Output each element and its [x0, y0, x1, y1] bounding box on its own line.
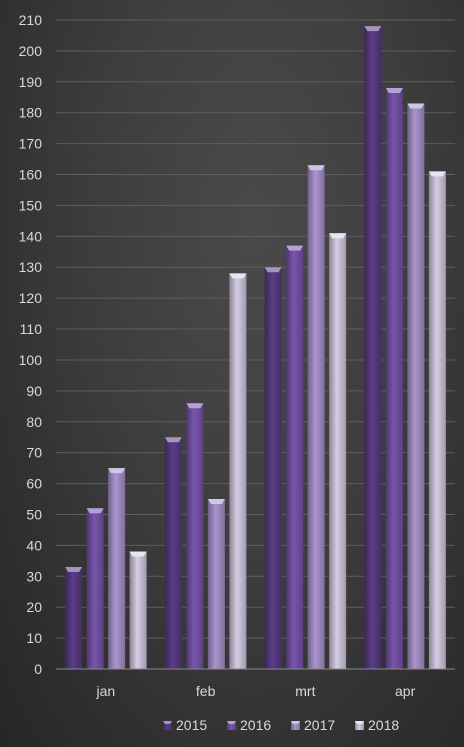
- bar-body: [407, 103, 425, 669]
- bar-cap: [186, 403, 204, 409]
- legend-swatch-cap: [355, 721, 364, 724]
- bar-2016-jan: [86, 508, 104, 669]
- bar-cap: [407, 103, 425, 109]
- bar-cap: [229, 273, 247, 279]
- y-tick-label: 80: [26, 414, 42, 430]
- legend-swatch-cap: [163, 721, 172, 724]
- bar-2016-feb: [186, 403, 204, 669]
- bar-2015-feb: [164, 437, 182, 669]
- bar-body: [364, 26, 382, 669]
- y-axis-tick-labels: 0 10 20 30 40 50 60 70 80 90 100 110 120 130 140 150 160…: [19, 12, 43, 677]
- bar-body: [186, 403, 204, 669]
- bar-body: [385, 87, 403, 669]
- legend-swatch: [227, 721, 236, 730]
- legend-swatch-cap: [291, 721, 300, 724]
- bar-2017-mrt: [307, 165, 325, 669]
- bar-cap: [207, 499, 225, 505]
- bar-cap: [129, 551, 147, 557]
- bar-2016-apr: [385, 87, 403, 669]
- legend-label: 2015: [176, 717, 207, 733]
- bar-2018-feb: [229, 273, 247, 669]
- y-tick-label: 190: [19, 74, 43, 90]
- bar-2016-mrt: [286, 245, 304, 669]
- bar-body: [129, 551, 147, 669]
- bars: [65, 26, 446, 669]
- x-category-label: apr: [395, 683, 416, 699]
- legend: 2015 2016 2017 2018: [163, 717, 399, 733]
- y-tick-label: 0: [34, 661, 42, 677]
- y-tick-label: 210: [19, 12, 43, 28]
- legend-swatch-cap: [227, 721, 236, 724]
- x-axis-category-labels: jan feb mrt apr: [96, 683, 416, 699]
- y-tick-label: 120: [19, 290, 43, 306]
- bar-2015-mrt: [264, 267, 282, 669]
- bar-cap: [108, 468, 126, 474]
- bar-body: [329, 233, 347, 669]
- legend-swatch: [291, 721, 300, 730]
- bar-body: [164, 437, 182, 669]
- bar-cap: [307, 165, 325, 171]
- y-tick-label: 30: [26, 568, 42, 584]
- y-tick-label: 40: [26, 537, 42, 553]
- y-tick-label: 130: [19, 259, 43, 275]
- bar-cap: [286, 245, 304, 251]
- bar-cap: [364, 26, 382, 32]
- y-tick-label: 140: [19, 228, 43, 244]
- bar-2015-apr: [364, 26, 382, 669]
- y-tick-label: 90: [26, 383, 42, 399]
- bar-body: [65, 567, 83, 669]
- bar-cap: [385, 87, 403, 93]
- legend-label: 2017: [304, 717, 335, 733]
- y-tick-label: 20: [26, 599, 42, 615]
- bar-cap: [65, 567, 83, 573]
- y-tick-label: 200: [19, 43, 43, 59]
- bar-2017-jan: [108, 468, 126, 669]
- bar-body: [207, 499, 225, 669]
- bar-cap: [329, 233, 347, 239]
- y-tick-label: 60: [26, 476, 42, 492]
- bar-2018-jan: [129, 551, 147, 669]
- legend-swatch: [355, 721, 364, 730]
- x-category-label: jan: [96, 683, 116, 699]
- bar-2018-apr: [428, 171, 446, 669]
- legend-entry-2018: 2018: [355, 717, 399, 733]
- y-tick-label: 180: [19, 105, 43, 121]
- y-tick-label: 150: [19, 197, 43, 213]
- bar-cap: [164, 437, 182, 443]
- legend-entry-2015: 2015: [163, 717, 207, 733]
- bar-2017-feb: [207, 499, 225, 669]
- legend-label: 2016: [240, 717, 271, 733]
- bar-cap: [86, 508, 104, 514]
- legend-entry-2016: 2016: [227, 717, 271, 733]
- bar-body: [307, 165, 325, 669]
- bar-body: [108, 468, 126, 669]
- bar-body: [428, 171, 446, 669]
- y-tick-label: 50: [26, 506, 42, 522]
- bar-2017-apr: [407, 103, 425, 669]
- y-tick-label: 70: [26, 445, 42, 461]
- y-tick-label: 170: [19, 136, 43, 152]
- x-category-label: mrt: [295, 683, 315, 699]
- bar-body: [286, 245, 304, 669]
- y-tick-label: 10: [26, 630, 42, 646]
- legend-swatch: [163, 721, 172, 730]
- bar-cap: [428, 171, 446, 177]
- x-category-label: feb: [196, 683, 216, 699]
- legend-label: 2018: [368, 717, 399, 733]
- bar-cap: [264, 267, 282, 273]
- bar-body: [86, 508, 104, 669]
- y-tick-label: 110: [20, 321, 43, 337]
- bar-body: [229, 273, 247, 669]
- legend-entry-2017: 2017: [291, 717, 335, 733]
- bar-body: [264, 267, 282, 669]
- bar-2018-mrt: [329, 233, 347, 669]
- y-tick-label: 100: [19, 352, 43, 368]
- y-tick-label: 160: [19, 167, 43, 183]
- bar-2015-jan: [65, 567, 83, 669]
